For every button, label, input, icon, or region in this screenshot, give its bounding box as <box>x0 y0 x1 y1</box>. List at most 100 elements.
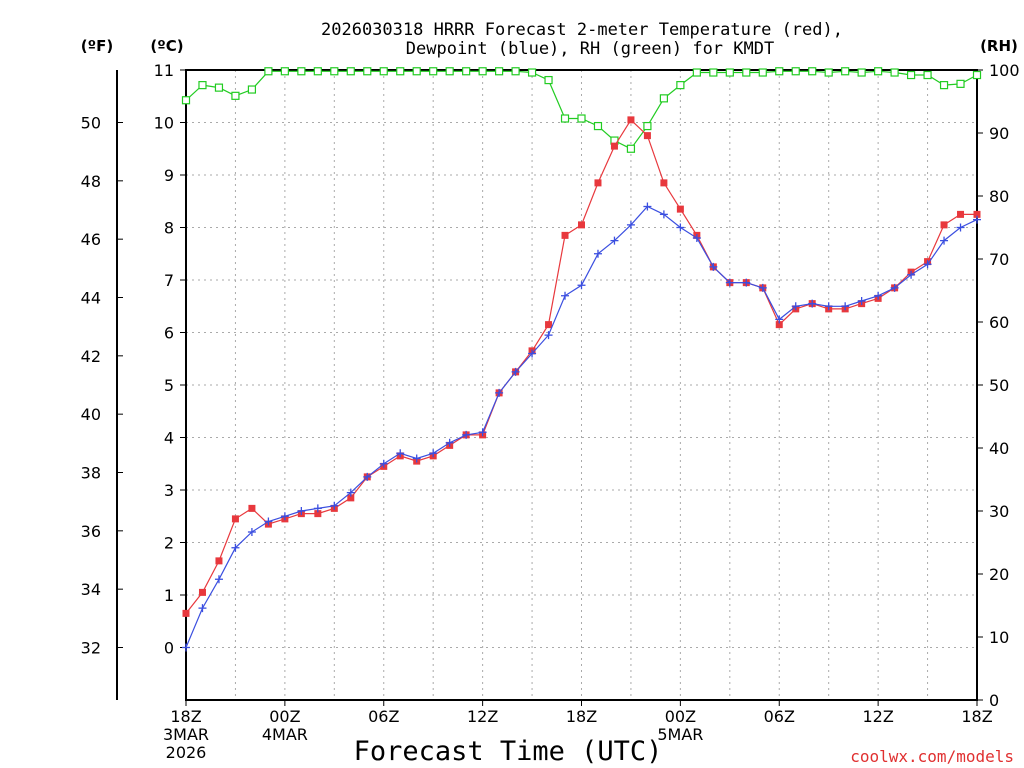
temperature-point <box>248 504 256 512</box>
dewpoint-point <box>824 302 833 311</box>
x-tick-label: 06Z <box>764 707 795 726</box>
temperature-point <box>775 321 783 329</box>
dewpoint-point <box>511 367 520 376</box>
c-tick-label: 2 <box>164 534 174 553</box>
rh-point <box>923 70 932 80</box>
rh-point <box>626 144 636 153</box>
x-tick-label: 18Z <box>170 707 201 726</box>
c-tick-label: 4 <box>164 429 174 448</box>
dewpoint-point <box>940 236 949 245</box>
rh-point <box>725 68 734 77</box>
dewpoint-point <box>247 528 256 536</box>
celsius-unit-label: (ºC) <box>150 37 183 55</box>
rh-point <box>709 68 718 77</box>
rh-point <box>297 67 306 76</box>
rh-tick-label: 50 <box>989 376 1009 395</box>
f-tick-label: 48 <box>81 172 101 191</box>
dewpoint-point <box>462 430 471 439</box>
rh-point <box>824 68 833 77</box>
f-tick-label: 44 <box>81 289 101 308</box>
dewpoint-point <box>198 604 207 613</box>
dewpoint-point <box>429 449 438 458</box>
dewpoint-point <box>841 302 850 311</box>
rh-point <box>577 114 586 123</box>
dewpoint-point <box>478 428 487 437</box>
rh-point <box>972 70 982 80</box>
rh-point <box>478 67 487 76</box>
x-tick-label: 2026 <box>166 743 207 762</box>
f-tick-label: 50 <box>81 114 101 133</box>
credit-text: coolwx.com/models <box>850 747 1014 766</box>
rh-point <box>511 67 520 76</box>
rh-point <box>181 96 191 105</box>
dewpoint-point <box>528 349 537 358</box>
f-tick-label: 46 <box>81 230 101 249</box>
rh-point <box>495 67 504 76</box>
temperature-point <box>627 116 635 124</box>
rh-point <box>231 91 240 100</box>
rh-point <box>906 70 916 80</box>
dewpoint-point <box>182 643 190 652</box>
f-tick-label: 38 <box>81 464 101 483</box>
chart-title-line1: 2026030318 HRRR Forecast 2-meter Tempera… <box>321 20 843 40</box>
dewpoint-point <box>907 270 916 279</box>
rh-point <box>412 67 421 76</box>
f-tick-label: 42 <box>81 347 101 366</box>
chart-title-line2: Dewpoint (blue), RH (green) for KMDT <box>406 39 774 59</box>
dewpoint-point <box>330 501 339 510</box>
f-tick-label: 40 <box>81 405 101 424</box>
x-tick-label: 00Z <box>269 707 300 726</box>
temperature-point <box>643 132 651 140</box>
c-tick-label: 6 <box>164 324 174 343</box>
rh-point <box>214 83 224 92</box>
x-tick-label: 12Z <box>862 707 893 726</box>
temperature-point <box>347 494 355 502</box>
f-tick-label: 34 <box>81 580 101 599</box>
temperature-point <box>561 231 569 239</box>
dewpoint-point <box>577 281 586 290</box>
dewpoint-point <box>659 210 668 219</box>
dewpoint-point <box>396 449 405 458</box>
dewpoint-point <box>791 302 800 311</box>
rh-point <box>956 79 965 88</box>
dewpoint-point <box>495 388 504 397</box>
rh-series <box>181 67 982 153</box>
rh-point <box>874 67 883 76</box>
temperature-point <box>314 510 322 518</box>
dewpoint-point <box>709 262 718 271</box>
rh-tick-label: 40 <box>989 439 1009 458</box>
c-tick-label: 10 <box>154 114 174 133</box>
rh-point <box>742 68 751 77</box>
temperature-point <box>660 179 668 187</box>
fahrenheit-unit-label: (ºF) <box>81 37 113 55</box>
rh-point <box>643 121 652 131</box>
rh-point <box>379 67 388 76</box>
dewpoint-point <box>923 260 932 269</box>
rh-point <box>808 67 817 76</box>
dewpoint-point <box>214 575 223 584</box>
x-tick-label: 3MAR <box>163 725 209 744</box>
rh-tick-label: 10 <box>989 628 1009 647</box>
dewpoint-point <box>280 512 289 521</box>
dewpoint-point <box>890 283 899 292</box>
dewpoint-point <box>313 504 322 513</box>
rh-point <box>330 67 339 76</box>
rh-point <box>462 67 471 76</box>
c-tick-label: 0 <box>164 639 174 658</box>
dewpoint-point <box>561 291 570 300</box>
rh-tick-label: 60 <box>989 313 1009 332</box>
rh-point <box>676 81 685 90</box>
rh-point <box>527 68 537 77</box>
dewpoint-point <box>445 438 454 447</box>
rh-point <box>758 68 767 77</box>
rh-point <box>939 81 949 90</box>
x-tick-label: 06Z <box>368 707 399 726</box>
dewpoint-point <box>676 223 685 232</box>
rh-tick-label: 80 <box>989 187 1009 206</box>
dewpoint-point <box>692 234 701 242</box>
c-tick-label: 3 <box>164 481 174 500</box>
rh-tick-label: 100 <box>989 61 1020 80</box>
rh-point <box>775 67 784 76</box>
dewpoint-point <box>593 249 602 258</box>
